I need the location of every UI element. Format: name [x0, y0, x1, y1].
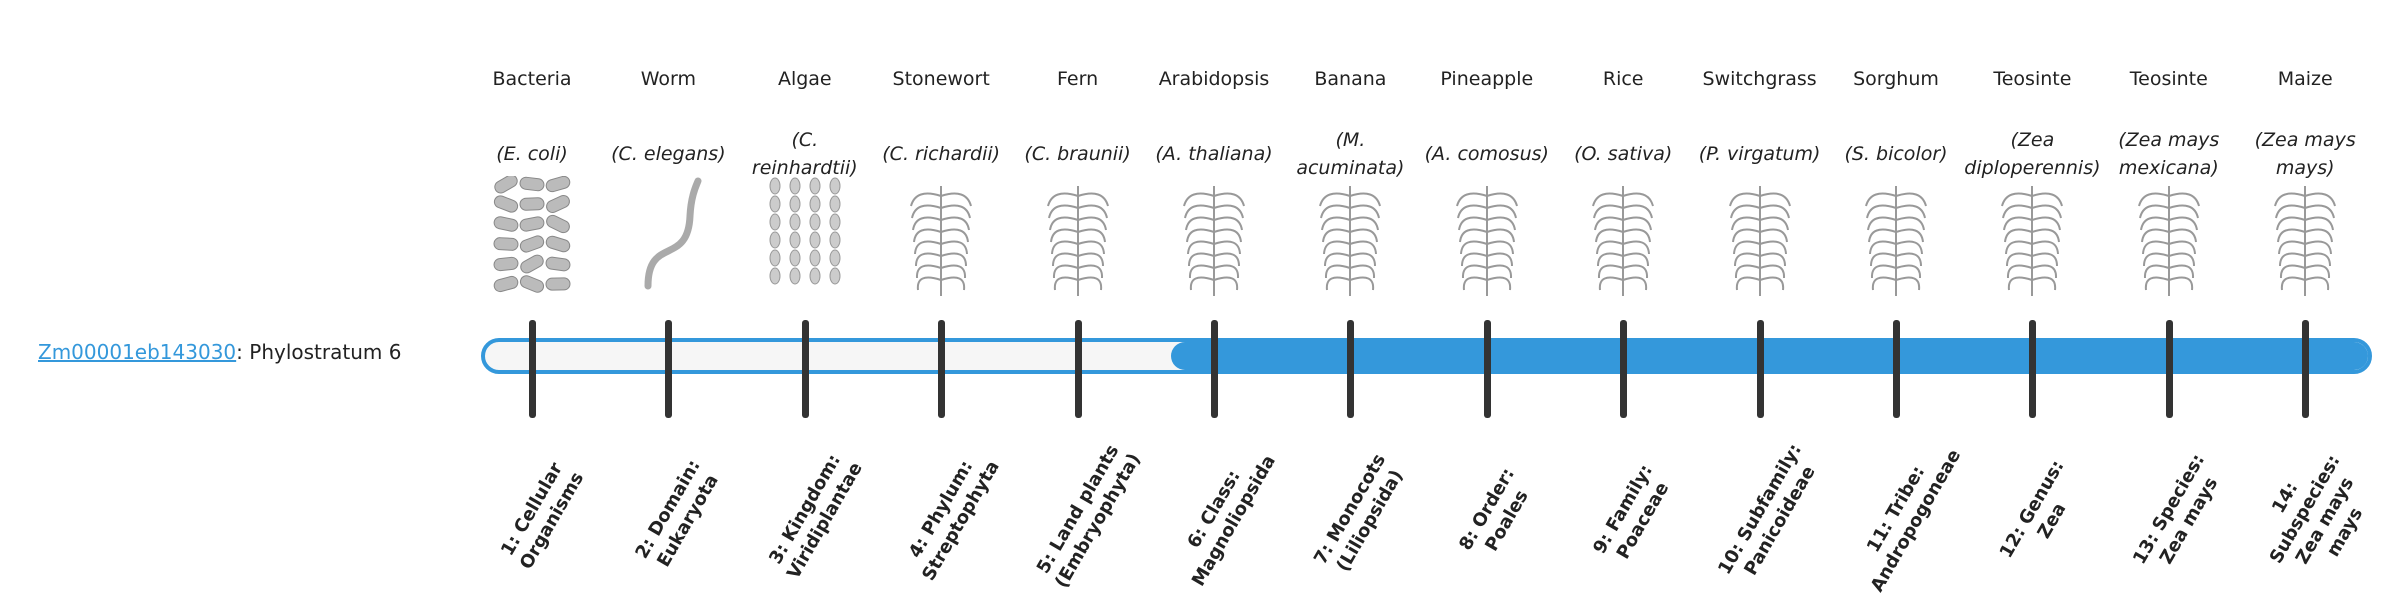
- bacteria-icon: [493, 176, 571, 293]
- organism-common-name: Arabidopsis: [1158, 68, 1270, 90]
- organism-scientific-name: (M. acuminata): [1296, 129, 1405, 179]
- organism-common-name: Switchgrass: [1702, 68, 1817, 90]
- organism-image: [1282, 176, 1418, 301]
- stratum-tick: [938, 320, 946, 418]
- rice-icon: [1592, 186, 1655, 296]
- stratum-tick: [1756, 320, 1764, 418]
- organism-scientific-name: (E. coli): [496, 143, 568, 165]
- worm-icon: [644, 177, 702, 290]
- organism-common-name: Banana: [1314, 68, 1387, 90]
- organism-scientific-name: (Zea mays mays): [2254, 129, 2356, 179]
- organism-common-name: Teosinte: [1993, 68, 2072, 90]
- stratum-rank-label: 4: Phylum: Streptophyta: [904, 456, 1004, 585]
- organism-image: [2237, 176, 2373, 301]
- stratum-rank-label: 7: Monocots (Liliopsida): [1310, 450, 1408, 576]
- phylostratum-label: : Phylostratum 6: [236, 340, 402, 364]
- teosinte-mexicana-icon: [2137, 186, 2200, 296]
- organism-common-name: Bacteria: [492, 68, 572, 90]
- stratum-tick: [801, 320, 809, 418]
- organism-image: [464, 176, 600, 301]
- teosinte-icon: [2001, 186, 2064, 296]
- organism-image: [1692, 176, 1828, 301]
- organism-scientific-name: (S. bicolor): [1844, 143, 1948, 165]
- stonewort-icon: [910, 186, 973, 296]
- organism-common-name: Sorghum: [1853, 68, 1939, 90]
- organism-common-name: Pineapple: [1440, 68, 1534, 90]
- organism-scientific-name: (C. elegans): [611, 143, 726, 165]
- stratum-tick: [529, 320, 536, 418]
- stratum-tick: [1893, 320, 1900, 418]
- stratum-rank-label: 6: Class: Magnoliopsida: [1183, 451, 1280, 590]
- organism-image: [2101, 176, 2237, 301]
- organism-scientific-name: (P. virgatum): [1698, 143, 1821, 165]
- stratum-rank-label: 10: Subfamily: Panicoideae: [1713, 440, 1820, 580]
- pineapple-icon: [1455, 186, 1518, 296]
- stratum-rank-label: 8: Order: Poales: [1454, 464, 1533, 555]
- organism-scientific-name: (Zea diploperennis): [1964, 129, 2101, 179]
- stratum-rank-label: 2: Domain: Eukaryota: [631, 456, 724, 571]
- stratum-rank-label: 9: Family: Poaceae: [1589, 460, 1674, 563]
- organism-scientific-name: (C. richardii): [882, 143, 1001, 165]
- organism-image: [737, 176, 873, 301]
- arabidopsis-icon: [1183, 186, 1245, 296]
- organism-common-name: Stonewort: [892, 68, 990, 90]
- organism-common-name: Algae: [777, 68, 832, 90]
- fern-icon: [1046, 186, 1109, 296]
- organism-scientific-name: (O. sativa): [1574, 143, 1673, 165]
- organism-image: [1964, 176, 2100, 301]
- organism-common-name: Teosinte: [2129, 68, 2208, 90]
- organism-common-name: Fern: [1057, 68, 1099, 90]
- stratum-tick: [1074, 320, 1082, 418]
- stratum-tick: [1211, 320, 1218, 418]
- stratum-tick: [665, 320, 673, 418]
- stratum-rank-label: 13: Species: Zea mays: [2128, 450, 2222, 568]
- stratum-tick: [1620, 320, 1628, 418]
- organism-scientific-name: (C. reinhardtii): [751, 129, 858, 179]
- stratum-rank-label: 14: Subspecies: Zea mays mays: [2265, 451, 2368, 568]
- stratum-tick: [2165, 320, 2173, 418]
- phylostratum-bar: [481, 338, 2372, 374]
- switchgrass-icon: [1728, 186, 1791, 296]
- organism-image: [1010, 176, 1146, 301]
- gene-label: Zm00001eb143030: Phylostratum 6: [38, 340, 401, 364]
- stratum-tick: [2302, 320, 2310, 418]
- stratum-tick: [2029, 320, 2037, 418]
- stratum-rank-label: 5: Land plants (Embryophyta): [1032, 441, 1145, 592]
- stratum-tick: [1483, 320, 1491, 418]
- algae-icon: [769, 177, 841, 285]
- organism-image: [873, 176, 1009, 301]
- organism-image: [1828, 176, 1964, 301]
- organism-image: [1419, 176, 1555, 301]
- stratum-rank-label: 1: Cellular Organisms: [497, 459, 589, 573]
- organism-scientific-name: (A. comosus): [1424, 143, 1549, 165]
- stratum-rank-label: 3: Kingdom: Viridiplantae: [764, 450, 867, 583]
- stratum-tick: [1347, 320, 1355, 418]
- banana-icon: [1319, 186, 1382, 296]
- organism-scientific-name: (Zea mays mexicana): [2118, 129, 2220, 179]
- organism-common-name: Worm: [640, 68, 697, 90]
- sorghum-icon: [1865, 186, 1927, 296]
- stratum-rank-label: 11: Tribe: Andropogoneae: [1862, 445, 1966, 596]
- organism-common-name: Maize: [2277, 68, 2333, 90]
- organism-scientific-name: (C. braunii): [1024, 143, 1131, 165]
- organism-common-name: Rice: [1602, 68, 1644, 90]
- organism-image: [1555, 176, 1691, 301]
- maize-icon: [2274, 186, 2337, 296]
- organism-image: [1146, 176, 1282, 301]
- organism-image: [600, 176, 736, 301]
- organism-scientific-name: (A. thaliana): [1155, 143, 1273, 165]
- stratum-rank-label: 12: Genus: Zea: [1996, 456, 2071, 562]
- gene-link[interactable]: Zm00001eb143030: [38, 340, 237, 364]
